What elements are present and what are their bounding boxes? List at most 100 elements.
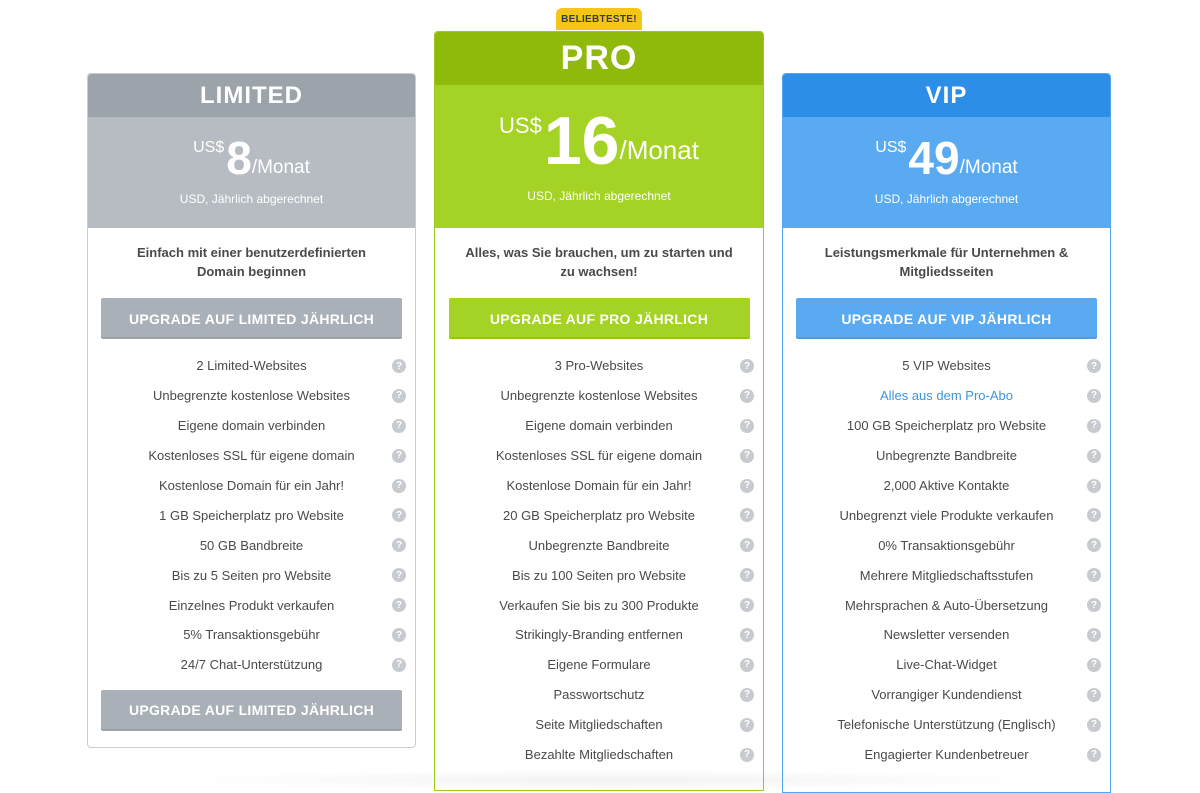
feature-label: Unbegrenzte kostenlose Websites	[152, 388, 351, 404]
upgrade-pro-button[interactable]: UPGRADE AUF PRO JÄHRLICH	[448, 298, 750, 339]
help-icon[interactable]: ?	[1087, 687, 1101, 702]
feature-label: Unbegrenzte Bandbreite	[876, 448, 1017, 464]
help-icon[interactable]: ?	[740, 747, 754, 762]
help-icon[interactable]: ?	[740, 448, 754, 463]
price-amount: 49	[908, 132, 960, 184]
feature-label: 3 Pro-Websites	[554, 358, 644, 374]
plan-card-limited: LIMITED US$ 8 /Monat USD, Jährlich abger…	[87, 73, 416, 748]
feature-label: Unbegrenzte kostenlose Websites	[500, 388, 698, 404]
feature-label: 2,000 Aktive Kontakte	[883, 478, 1010, 493]
feature-label: 1 GB Speicherplatz pro Website	[159, 507, 344, 523]
help-icon[interactable]: ?	[740, 598, 754, 613]
help-icon[interactable]: ?	[740, 418, 754, 433]
help-icon[interactable]: ?	[392, 538, 406, 553]
help-icon[interactable]: ?	[740, 687, 754, 702]
feature-label: Kostenloses SSL für eigene domain	[148, 448, 355, 464]
help-icon[interactable]: ?	[392, 508, 406, 523]
help-icon[interactable]: ?	[1087, 717, 1101, 732]
help-icon[interactable]: ?	[392, 388, 406, 403]
feature-item: Mehrere Mitgliedschaftsstufen?	[783, 560, 1110, 590]
feature-item: 5% Transaktionsgebühr?	[88, 620, 415, 650]
feature-label: Unbegrenzte Bandbreite	[528, 537, 670, 553]
help-icon[interactable]: ?	[1087, 508, 1101, 523]
price-box: US$ 49 /Monat USD, Jährlich abgerechnet	[783, 117, 1110, 228]
upgrade-vip-button[interactable]: UPGRADE AUF VIP JÄHRLICH	[796, 298, 1097, 339]
help-icon[interactable]: ?	[1087, 448, 1101, 463]
help-icon[interactable]: ?	[392, 478, 406, 493]
help-icon[interactable]: ?	[1087, 538, 1101, 553]
feature-item: Kostenloses SSL für eigene domain?	[88, 441, 415, 471]
feature-list: 3 Pro-Websites? Unbegrenzte kostenlose We…	[435, 351, 763, 769]
help-icon[interactable]: ?	[1087, 747, 1101, 762]
feature-label: Seite Mitgliedschaften	[535, 717, 663, 733]
help-icon[interactable]: ?	[1087, 359, 1101, 373]
price-box: US$ 16 /Monat USD, Jährlich abgerechnet	[435, 85, 763, 228]
feature-item: Passwortschutz?	[435, 680, 763, 710]
feature-item: Engagierter Kundenbetreuer?	[783, 740, 1110, 770]
help-icon[interactable]: ?	[1087, 657, 1101, 672]
help-icon[interactable]: ?	[740, 628, 754, 643]
help-icon[interactable]: ?	[740, 359, 754, 373]
upgrade-limited-bottom-button[interactable]: UPGRADE AUF LIMITED JÄHRLICH	[101, 689, 402, 731]
help-icon[interactable]: ?	[740, 657, 754, 672]
feature-label: 5 VIP Websites	[902, 358, 991, 374]
page-shadow	[160, 770, 1060, 790]
feature-item: 5 VIP Websites?	[783, 351, 1110, 381]
feature-label: Eigene Formulare	[547, 657, 651, 673]
help-icon[interactable]: ?	[392, 568, 406, 583]
feature-item: 24/7 Chat-Unterstützung?	[88, 650, 415, 680]
price-amount: 16	[543, 103, 620, 179]
price: US$ 8 /Monat	[88, 135, 415, 181]
help-icon[interactable]: ?	[392, 418, 406, 433]
feature-list: 2 Limited-Websites? Unbegrenzte kostenlos…	[88, 351, 415, 680]
help-icon[interactable]: ?	[1087, 598, 1101, 613]
feature-item[interactable]: Alles aus dem Pro-Abo?	[783, 381, 1110, 411]
price-period: /Monat	[959, 157, 1018, 178]
feature-label: Eigene domain verbinden	[525, 418, 673, 434]
feature-label: Einzelnes Produkt verkaufen	[168, 597, 335, 613]
feature-label: Kostenloses SSL für eigene domain	[495, 448, 703, 464]
help-icon[interactable]: ?	[1087, 628, 1101, 643]
plan-description: Leistungsmerkmale für Unternehmen & Mitg…	[824, 245, 1069, 279]
feature-label: Newsletter versenden	[883, 627, 1010, 643]
help-icon[interactable]: ?	[1087, 568, 1101, 583]
help-icon[interactable]: ?	[740, 568, 754, 583]
feature-label: Verkaufen Sie bis zu 300 Produkte	[499, 597, 699, 613]
help-icon[interactable]: ?	[392, 598, 406, 613]
feature-item: Bezahlte Mitgliedschaften?	[435, 740, 763, 770]
feature-label: Bezahlte Mitgliedschaften	[524, 747, 674, 763]
feature-item: Newsletter versenden?	[783, 620, 1110, 650]
feature-item: Telefonische Unterstützung (Englisch)?	[783, 710, 1110, 740]
feature-label: Eigene domain verbinden	[177, 418, 326, 434]
plan-name: VIP	[783, 74, 1110, 117]
help-icon[interactable]: ?	[740, 508, 754, 523]
feature-item: Eigene domain verbinden?	[88, 411, 415, 441]
feature-item: Bis zu 5 Seiten pro Website?	[88, 560, 415, 590]
feature-label: Bis zu 100 Seiten pro Website	[512, 567, 686, 583]
feature-label: 24/7 Chat-Unterstützung	[180, 657, 323, 673]
help-icon[interactable]: ?	[740, 478, 754, 493]
help-icon[interactable]: ?	[392, 657, 406, 672]
help-icon[interactable]: ?	[740, 717, 754, 732]
feature-label: 0% Transaktionsgebühr	[878, 537, 1015, 553]
upgrade-limited-button[interactable]: UPGRADE AUF LIMITED JÄHRLICH	[101, 298, 402, 339]
help-icon[interactable]: ?	[1087, 418, 1101, 433]
help-icon[interactable]: ?	[392, 448, 406, 463]
help-icon[interactable]: ?	[392, 628, 406, 643]
help-icon[interactable]: ?	[740, 388, 754, 403]
help-icon[interactable]: ?	[1087, 478, 1101, 493]
feature-item: Eigene domain verbinden?	[435, 411, 763, 441]
feature-item: Live-Chat-Widget?	[783, 650, 1110, 680]
feature-label: Passwortschutz	[553, 687, 645, 703]
feature-item: Vorrangiger Kundendienst?	[783, 680, 1110, 710]
price-period: /Monat	[251, 157, 310, 178]
feature-item: Unbegrenzte kostenlose Websites?	[435, 381, 763, 411]
help-icon[interactable]: ?	[392, 359, 406, 373]
feature-item: Verkaufen Sie bis zu 300 Produkte?	[435, 590, 763, 620]
help-icon[interactable]: ?	[740, 538, 754, 553]
feature-link[interactable]: Alles aus dem Pro-Abo	[880, 388, 1013, 404]
help-icon[interactable]: ?	[1087, 388, 1101, 403]
plan-description: Alles, was Sie brauchen, um zu starten u…	[465, 245, 733, 279]
feature-label: 5% Transaktionsgebühr	[183, 627, 320, 643]
